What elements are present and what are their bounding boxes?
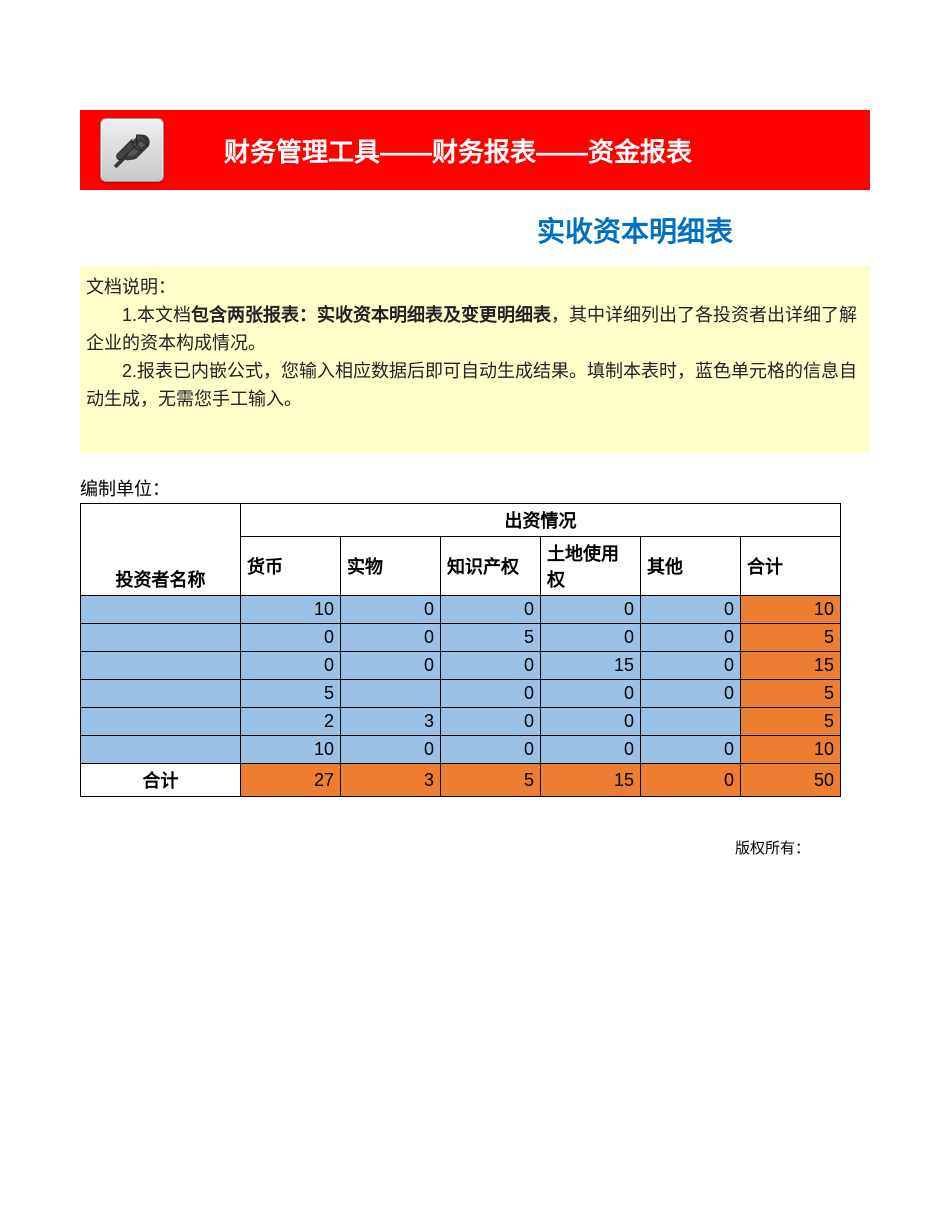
- table-row: 10000010: [81, 596, 841, 624]
- unit-label: 编制单位：: [80, 475, 870, 501]
- cell-value[interactable]: 15: [541, 652, 641, 680]
- cell-value[interactable]: 0: [341, 624, 441, 652]
- cell-footer-value: 0: [641, 764, 741, 797]
- table-header-row-1: 投资者名称 出资情况: [81, 504, 841, 537]
- page-subtitle: 实收资本明细表: [400, 210, 870, 250]
- cell-investor-name[interactable]: [81, 652, 241, 680]
- th-col-1: 实物: [341, 537, 441, 596]
- cell-footer-value: 3: [341, 764, 441, 797]
- cell-value[interactable]: 5: [241, 680, 341, 708]
- cell-value[interactable]: 0: [541, 624, 641, 652]
- cell-investor-name[interactable]: [81, 708, 241, 736]
- th-col-0: 货币: [241, 537, 341, 596]
- cell-investor-name[interactable]: [81, 624, 241, 652]
- table-row: 23005: [81, 708, 841, 736]
- cell-row-total: 15: [741, 652, 841, 680]
- cell-value[interactable]: 0: [641, 596, 741, 624]
- cell-value[interactable]: 0: [641, 680, 741, 708]
- cell-value[interactable]: [341, 680, 441, 708]
- table-body: 1000001000500500015015500052300510000010…: [81, 596, 841, 797]
- cell-value[interactable]: 0: [441, 652, 541, 680]
- cell-value[interactable]: 0: [541, 596, 641, 624]
- table-row: 005005: [81, 624, 841, 652]
- cell-value[interactable]: 0: [341, 736, 441, 764]
- cell-row-total: 5: [741, 708, 841, 736]
- desc-line1-bold: 包含两张报表：实收资本明细表及变更明细表: [191, 305, 551, 325]
- capital-table: 投资者名称 出资情况 货币 实物 知识产权 土地使用权 其他 合计 100000…: [80, 503, 841, 797]
- header-banner: 财务管理工具——财务报表——资金报表: [80, 110, 870, 190]
- cell-investor-name[interactable]: [81, 736, 241, 764]
- cell-value[interactable]: 5: [441, 624, 541, 652]
- cell-value[interactable]: 0: [341, 596, 441, 624]
- th-col-2: 知识产权: [441, 537, 541, 596]
- cell-row-total: 5: [741, 624, 841, 652]
- cell-row-total: 5: [741, 680, 841, 708]
- cell-row-total: 10: [741, 736, 841, 764]
- th-col-4: 其他: [641, 537, 741, 596]
- cell-value[interactable]: 10: [241, 736, 341, 764]
- cell-footer-total: 50: [741, 764, 841, 797]
- cell-value[interactable]: [641, 708, 741, 736]
- cell-value[interactable]: 0: [341, 652, 441, 680]
- cell-value[interactable]: 0: [641, 736, 741, 764]
- table-footer-row: 合计273515050: [81, 764, 841, 797]
- copyright: 版权所有：: [80, 837, 870, 858]
- desc-line-2: 2.报表已内嵌公式，您输入相应数据后即可自动生成结果。填制本表时，蓝色单元格的信…: [86, 358, 864, 414]
- cell-value[interactable]: 0: [541, 680, 641, 708]
- cell-value[interactable]: 0: [441, 736, 541, 764]
- desc-line-1: 1.本文档包含两张报表：实收资本明细表及变更明细表，其中详细列出了各投资者出详细…: [86, 302, 864, 358]
- cell-value[interactable]: 0: [541, 708, 641, 736]
- cell-value[interactable]: 2: [241, 708, 341, 736]
- cell-footer-label: 合计: [81, 764, 241, 797]
- cell-investor-name[interactable]: [81, 596, 241, 624]
- cell-value[interactable]: 0: [241, 624, 341, 652]
- description-box: 文档说明： 1.本文档包含两张报表：实收资本明细表及变更明细表，其中详细列出了各…: [80, 266, 870, 453]
- cell-value[interactable]: 0: [641, 652, 741, 680]
- cell-value[interactable]: 0: [441, 680, 541, 708]
- desc-label: 文档说明：: [86, 274, 864, 302]
- table-row: 00015015: [81, 652, 841, 680]
- cell-value[interactable]: 0: [641, 624, 741, 652]
- cell-value[interactable]: 3: [341, 708, 441, 736]
- cell-value[interactable]: 0: [441, 596, 541, 624]
- cell-footer-value: 5: [441, 764, 541, 797]
- header-title: 财务管理工具——财务报表——资金报表: [224, 132, 692, 169]
- th-col-3: 土地使用权: [541, 537, 641, 596]
- th-col-5: 合计: [741, 537, 841, 596]
- desc-line1-prefix: 1.本文档: [86, 305, 191, 325]
- wrench-icon: [100, 118, 164, 182]
- cell-value[interactable]: 0: [441, 708, 541, 736]
- cell-footer-value: 15: [541, 764, 641, 797]
- cell-investor-name[interactable]: [81, 680, 241, 708]
- table-row: 50005: [81, 680, 841, 708]
- cell-row-total: 10: [741, 596, 841, 624]
- cell-value[interactable]: 0: [241, 652, 341, 680]
- th-investor: 投资者名称: [81, 504, 241, 596]
- cell-value[interactable]: 10: [241, 596, 341, 624]
- table-row: 10000010: [81, 736, 841, 764]
- th-group: 出资情况: [241, 504, 841, 537]
- cell-footer-value: 27: [241, 764, 341, 797]
- cell-value[interactable]: 0: [541, 736, 641, 764]
